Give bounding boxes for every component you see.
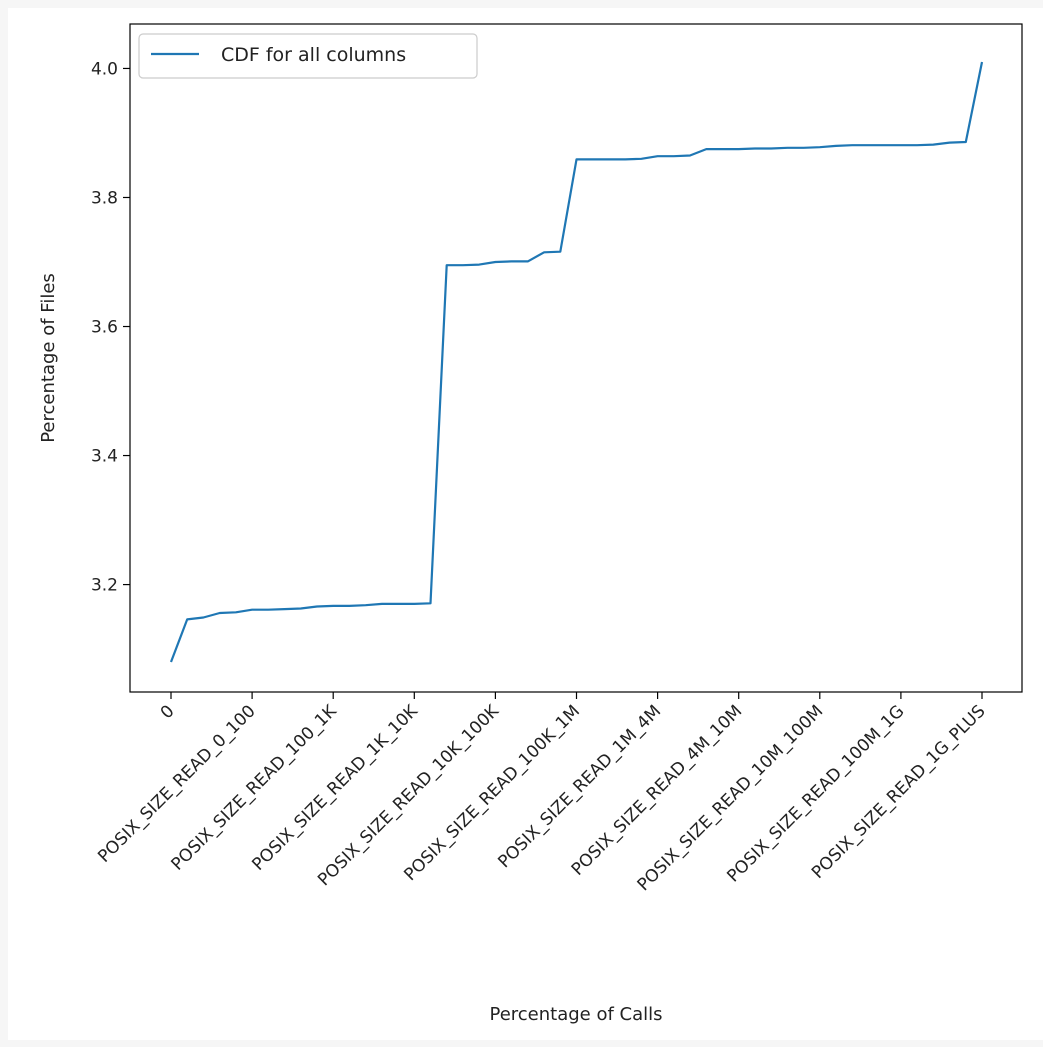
y-tick-label: 3.8 [91,188,118,208]
y-tick-label: 4.0 [91,59,118,79]
y-tick-label: 3.4 [91,447,118,467]
x-tick-label: POSIX_SIZE_READ_1K_10K [248,701,422,875]
x-tick-label: POSIX_SIZE_READ_100K_1M [400,701,584,885]
x-tick-label: POSIX_SIZE_READ_100M_1G [723,701,908,886]
x-tick-label: 0 [157,701,179,723]
x-tick-label: POSIX_SIZE_READ_1M_4M [494,701,665,872]
x-axis-title: Percentage of Calls [489,1004,662,1025]
y-axis-ticks: 3.2 3.4 3.6 3.8 4.0 [91,59,130,596]
x-tick-label: POSIX_SIZE_READ_0_100 [94,701,259,866]
plot-area [130,24,1022,692]
y-axis-title: Percentage of Files [38,273,59,443]
chart-figure: 3.2 3.4 3.6 3.8 4.0 0 POSIX_SIZE_READ_0_100 PO… [8,8,1043,1040]
y-tick-label: 3.2 [91,576,118,596]
plot-frame [129,23,1023,693]
series-line-cdf [169,61,984,663]
series-group [169,61,984,663]
x-tick-label: POSIX_SIZE_READ_4M_10M [568,701,746,879]
y-tick-label: 3.6 [91,318,118,338]
x-tick-label: POSIX_SIZE_READ_1G_PLUS [808,701,989,882]
legend-label: CDF for all columns [221,44,406,66]
legend-box [138,33,478,79]
chart-svg: 3.23.43.63.84.0 0POSIX_SIZE_READ_0_100PO… [38,23,1023,1025]
x-axis-ticks: 0POSIX_SIZE_READ_0_100POSIX_SIZE_READ_10… [94,692,990,895]
x-tick-label: POSIX_SIZE_READ_100_1K [168,701,342,875]
legend: CDF for all columns [138,33,478,79]
